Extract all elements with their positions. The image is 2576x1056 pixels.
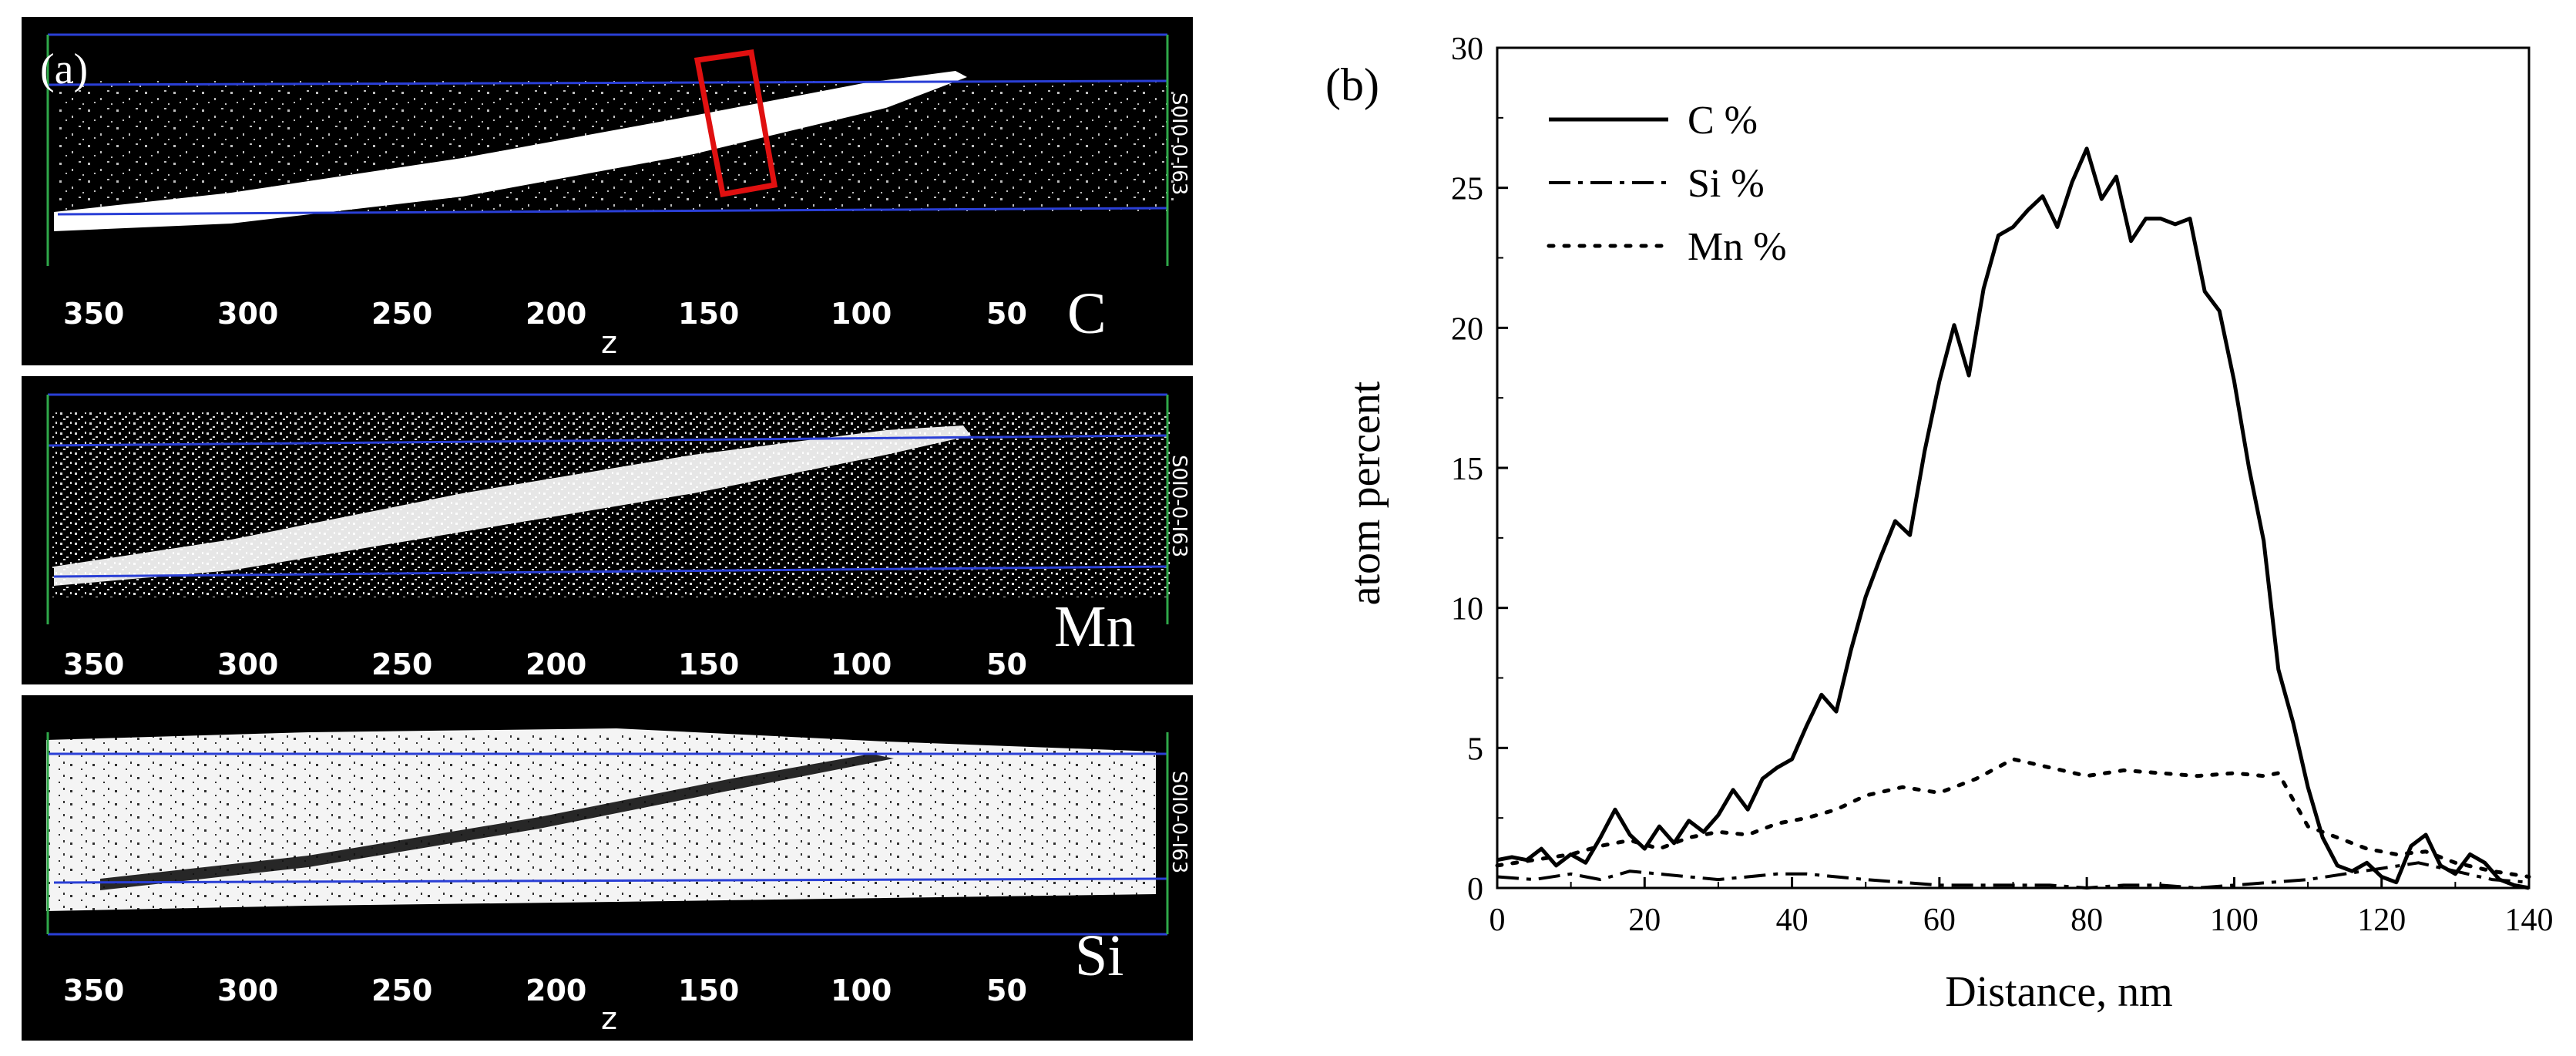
y-axis-label: atom percent [1342, 381, 1389, 605]
z-tick-label: 350 [63, 297, 124, 331]
manganese-band [54, 425, 971, 586]
y-tick-label: 15 [1451, 452, 1483, 487]
carbon-enriched-band [54, 71, 967, 231]
x-tick-label: 100 [2210, 903, 2259, 938]
x-tick-label: 120 [2357, 903, 2406, 938]
z-tick-labels: 350 300 250 200 150 100 50 [63, 974, 1027, 1007]
z-tick-label: 50 [986, 297, 1027, 331]
selection-box [694, 49, 778, 198]
x-tick-labels: 0 20 40 60 80 100 120 140 [1490, 903, 2554, 938]
z-tick-label: 300 [217, 297, 278, 331]
z-tick-label: 50 [986, 647, 1027, 681]
apt-map-carbon: (a) C z S0I0-0-I63 350 300 250 200 150 1… [22, 17, 1193, 365]
z-tick-label: 350 [63, 647, 124, 681]
z-tick-label: 200 [526, 297, 586, 331]
z-tick-labels: 350 300 250 200 150 100 50 [63, 297, 1027, 331]
series-lines [1495, 146, 2531, 890]
apt-map-manganese: Mn S0I0-0-I63 350 300 250 200 150 100 50 [22, 376, 1193, 684]
legend-label: Mn % [1688, 225, 1787, 269]
z-tick-label: 300 [217, 647, 278, 681]
z-tick-label: 250 [371, 297, 432, 331]
z-tick-label: 250 [371, 974, 432, 1007]
legend-label: C % [1688, 99, 1758, 143]
z-tick-label: 200 [526, 647, 586, 681]
apt-map-silicon: Si z S0I0-0-I63 350 300 250 200 150 100 … [22, 695, 1193, 1041]
side-scale-label: S0I0-0-I63 [1167, 455, 1191, 557]
z-tick-label: 150 [678, 974, 739, 1007]
plot-frame [1496, 46, 2531, 890]
element-label-si: Si [1075, 923, 1123, 988]
x-axis-label: Distance, nm [1945, 968, 2172, 1016]
side-scale-label: S0I0-0-I63 [1167, 92, 1191, 195]
y-tick-label: 0 [1467, 872, 1483, 907]
z-tick-label: 300 [217, 974, 278, 1007]
side-scale-label: S0I0-0-I63 [1167, 771, 1191, 873]
x-tick-label: 140 [2505, 903, 2554, 938]
element-label-mn: Mn [1054, 594, 1136, 659]
box-edge [57, 207, 1168, 216]
plot-area [1496, 46, 2531, 890]
y-tick-label: 20 [1451, 311, 1483, 347]
z-axis-label: z [601, 325, 617, 361]
z-tick-labels: 350 300 250 200 150 100 50 [63, 647, 1027, 681]
element-label-c: C [1067, 281, 1107, 346]
map-speckle [46, 731, 1164, 912]
series-line-si [1496, 861, 2530, 890]
z-axis-label: z [601, 1001, 617, 1037]
legend: C % Si % Mn % [1547, 99, 1787, 269]
axis-ticks [1496, 46, 2531, 890]
z-tick-label: 150 [678, 647, 739, 681]
y-tick-label: 10 [1451, 592, 1483, 627]
y-tick-label: 30 [1451, 32, 1483, 67]
y-tick-label: 5 [1467, 731, 1483, 767]
y-tick-labels: 0 5 10 15 20 25 30 [1451, 32, 1483, 907]
series-line-mn [1495, 757, 2531, 879]
x-tick-label: 0 [1490, 903, 1506, 938]
panel-a-label: (a) [40, 45, 88, 93]
z-tick-label: 200 [526, 974, 586, 1007]
z-tick-label: 100 [831, 974, 892, 1007]
z-tick-label: 100 [831, 297, 892, 331]
legend-label: Si % [1688, 162, 1765, 206]
z-tick-label: 350 [63, 974, 124, 1007]
panel-b-label: (b) [1325, 59, 1379, 110]
z-tick-label: 50 [986, 974, 1027, 1007]
x-tick-label: 40 [1776, 903, 1809, 938]
x-tick-label: 20 [1628, 903, 1661, 938]
panel-a: (a) C z S0I0-0-I63 350 300 250 200 150 1… [22, 17, 1193, 1041]
x-tick-label: 60 [1923, 903, 1956, 938]
box-edge [47, 434, 1168, 447]
z-tick-label: 100 [831, 647, 892, 681]
panel-b-chart: (b) 0 5 10 15 20 25 30 0 20 40 60 80 100 120 140 Dist… [1325, 32, 2554, 1016]
y-tick-label: 25 [1451, 172, 1483, 207]
z-tick-label: 250 [371, 647, 432, 681]
box-edge [53, 565, 1168, 578]
box-edge [47, 79, 1168, 86]
silicon-depleted-band [100, 754, 894, 890]
series-line-c [1496, 146, 2530, 890]
box-edge [53, 877, 1168, 884]
z-tick-label: 150 [678, 297, 739, 331]
x-tick-label: 80 [2071, 903, 2103, 938]
